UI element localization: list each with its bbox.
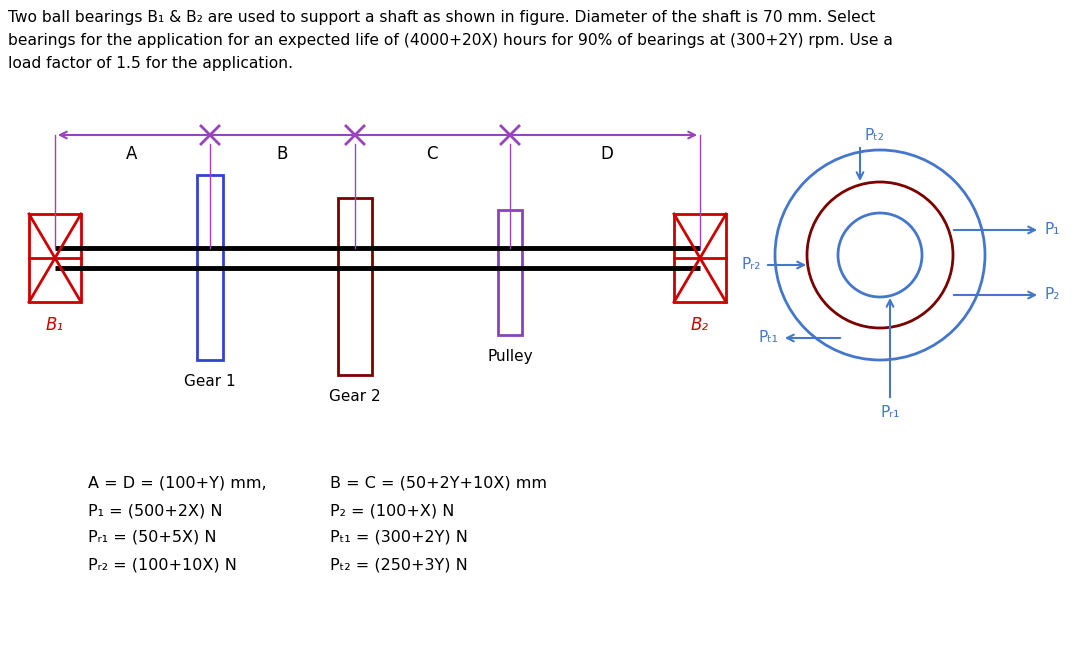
Bar xyxy=(674,214,726,302)
Text: Pₜ₂ = (250+3Y) N: Pₜ₂ = (250+3Y) N xyxy=(330,557,468,572)
Text: Pᵣ₁ = (50+5X) N: Pᵣ₁ = (50+5X) N xyxy=(87,530,216,545)
Text: Pₜ₁ = (300+2Y) N: Pₜ₁ = (300+2Y) N xyxy=(330,530,468,545)
Text: Pₜ₁: Pₜ₁ xyxy=(758,330,778,345)
Bar xyxy=(498,210,522,335)
Text: B = C = (50+2Y+10X) mm: B = C = (50+2Y+10X) mm xyxy=(330,476,546,491)
Text: P₂ = (100+X) N: P₂ = (100+X) N xyxy=(330,503,455,518)
Bar xyxy=(338,198,372,375)
Text: P₁: P₁ xyxy=(1044,222,1059,237)
Text: Gear 2: Gear 2 xyxy=(329,389,381,404)
Bar xyxy=(197,175,222,360)
Text: A = D = (100+Y) mm,: A = D = (100+Y) mm, xyxy=(87,476,267,491)
Text: Pulley: Pulley xyxy=(487,349,532,364)
Text: B: B xyxy=(276,145,287,163)
Text: Pₜ₂: Pₜ₂ xyxy=(864,128,883,143)
Text: Gear 1: Gear 1 xyxy=(185,374,235,389)
Text: B₂: B₂ xyxy=(691,316,708,334)
Bar xyxy=(29,214,81,302)
Text: A: A xyxy=(126,145,137,163)
Text: Pᵣ₁: Pᵣ₁ xyxy=(880,405,900,420)
Text: Two ball bearings B₁ & B₂ are used to support a shaft as shown in figure. Diamet: Two ball bearings B₁ & B₂ are used to su… xyxy=(8,10,893,71)
Text: B₁: B₁ xyxy=(46,316,64,334)
Text: Pᵣ₂: Pᵣ₂ xyxy=(742,257,761,272)
Text: P₂: P₂ xyxy=(1044,287,1059,302)
Text: Pᵣ₂ = (100+10X) N: Pᵣ₂ = (100+10X) N xyxy=(87,557,237,572)
Text: P₁ = (500+2X) N: P₁ = (500+2X) N xyxy=(87,503,222,518)
Text: C: C xyxy=(427,145,437,163)
Text: D: D xyxy=(600,145,613,163)
